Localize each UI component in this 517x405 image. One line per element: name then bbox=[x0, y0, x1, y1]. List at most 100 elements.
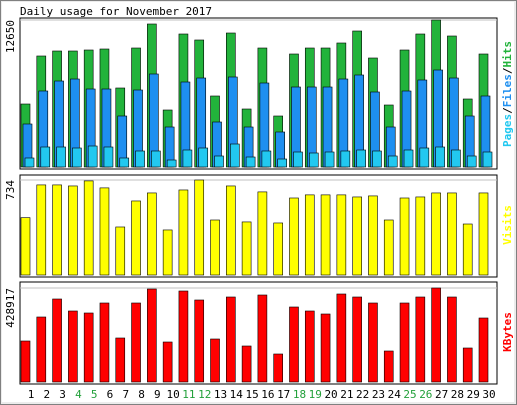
bar bbox=[399, 197, 410, 276]
bar bbox=[261, 150, 272, 168]
legend-entry: KBytes bbox=[501, 312, 514, 352]
bar bbox=[320, 194, 331, 276]
bar bbox=[182, 149, 193, 168]
bar bbox=[24, 157, 35, 168]
bar bbox=[72, 147, 82, 168]
bar bbox=[324, 151, 335, 168]
y-tick-label: 12650 bbox=[4, 20, 17, 53]
bar bbox=[52, 184, 62, 276]
x-tick-label: 16 bbox=[261, 388, 274, 401]
bar bbox=[131, 302, 141, 383]
bar bbox=[119, 157, 130, 168]
bar bbox=[387, 155, 398, 168]
x-tick-label: 24 bbox=[388, 388, 402, 401]
bar bbox=[226, 296, 236, 383]
y-tick-label: 734 bbox=[4, 180, 17, 200]
bar bbox=[451, 149, 461, 168]
x-tick-label: 6 bbox=[107, 388, 114, 401]
bar bbox=[115, 337, 126, 383]
legend-entry: Visits bbox=[501, 205, 514, 245]
bar bbox=[462, 223, 473, 276]
bar bbox=[40, 146, 51, 168]
x-tick-label: 3 bbox=[59, 388, 66, 401]
bar bbox=[340, 150, 351, 168]
bar bbox=[352, 196, 362, 276]
bar bbox=[162, 341, 173, 383]
x-tick-label: 22 bbox=[356, 388, 369, 401]
bar bbox=[83, 312, 94, 383]
x-tick-label: 5 bbox=[91, 388, 98, 401]
bar bbox=[356, 149, 366, 168]
x-tick-label: 1 bbox=[28, 388, 35, 401]
x-tick-label: 7 bbox=[122, 388, 129, 401]
bar bbox=[431, 287, 441, 383]
bar bbox=[289, 306, 299, 383]
x-tick-label: 11 bbox=[182, 388, 195, 401]
bar bbox=[36, 184, 47, 276]
bar bbox=[194, 179, 205, 276]
bar bbox=[415, 296, 426, 383]
bar bbox=[462, 347, 473, 383]
x-tick-label: 26 bbox=[419, 388, 432, 401]
bar bbox=[304, 194, 315, 276]
bar bbox=[20, 217, 31, 276]
bar bbox=[115, 226, 126, 276]
x-tick-label: 29 bbox=[467, 388, 480, 401]
x-tick-label: 14 bbox=[230, 388, 244, 401]
legend-entry: Hits bbox=[501, 41, 514, 68]
bar bbox=[304, 310, 315, 383]
bar bbox=[352, 296, 362, 383]
bar bbox=[257, 294, 268, 383]
bar bbox=[293, 151, 303, 168]
bar bbox=[147, 192, 157, 276]
bar bbox=[336, 194, 347, 276]
x-tick-label: 2 bbox=[43, 388, 50, 401]
bar bbox=[52, 298, 62, 383]
bar bbox=[273, 353, 283, 383]
bar bbox=[368, 195, 378, 276]
x-tick-label: 15 bbox=[245, 388, 258, 401]
x-tick-label: 28 bbox=[451, 388, 464, 401]
bar bbox=[241, 221, 252, 276]
bar bbox=[368, 302, 378, 383]
bar bbox=[226, 185, 236, 276]
bar bbox=[230, 143, 240, 168]
bar bbox=[336, 293, 347, 383]
bar bbox=[198, 147, 209, 168]
x-tick-label: 25 bbox=[403, 388, 416, 401]
bar bbox=[147, 288, 157, 383]
x-tick-label: 10 bbox=[167, 388, 180, 401]
bar bbox=[372, 150, 382, 168]
legend-separator: / bbox=[501, 67, 514, 74]
bar bbox=[83, 180, 94, 276]
bar bbox=[178, 189, 189, 276]
bar bbox=[245, 156, 256, 168]
bar bbox=[415, 196, 426, 276]
bar bbox=[435, 146, 445, 168]
bar bbox=[99, 302, 110, 383]
x-tick-label: 9 bbox=[154, 388, 161, 401]
bar bbox=[194, 299, 205, 383]
bar bbox=[383, 350, 394, 383]
bar bbox=[431, 192, 441, 276]
x-tick-label: 21 bbox=[340, 388, 353, 401]
x-tick-label: 12 bbox=[198, 388, 211, 401]
chart-title: Daily usage for November 2017 bbox=[20, 5, 212, 18]
bar bbox=[166, 159, 177, 168]
bar bbox=[68, 310, 78, 383]
bar bbox=[403, 149, 414, 168]
bar bbox=[277, 158, 287, 168]
legend-separator: / bbox=[501, 107, 514, 114]
bar bbox=[151, 150, 161, 168]
bar bbox=[36, 316, 47, 383]
legend: Pages/Files/Hits bbox=[501, 41, 514, 147]
bar bbox=[56, 146, 66, 168]
bar bbox=[210, 219, 220, 276]
x-tick-label: 23 bbox=[372, 388, 385, 401]
x-tick-label: 8 bbox=[138, 388, 145, 401]
bar bbox=[478, 192, 489, 276]
bar bbox=[273, 222, 283, 276]
bar bbox=[482, 151, 493, 168]
bar bbox=[478, 317, 489, 383]
